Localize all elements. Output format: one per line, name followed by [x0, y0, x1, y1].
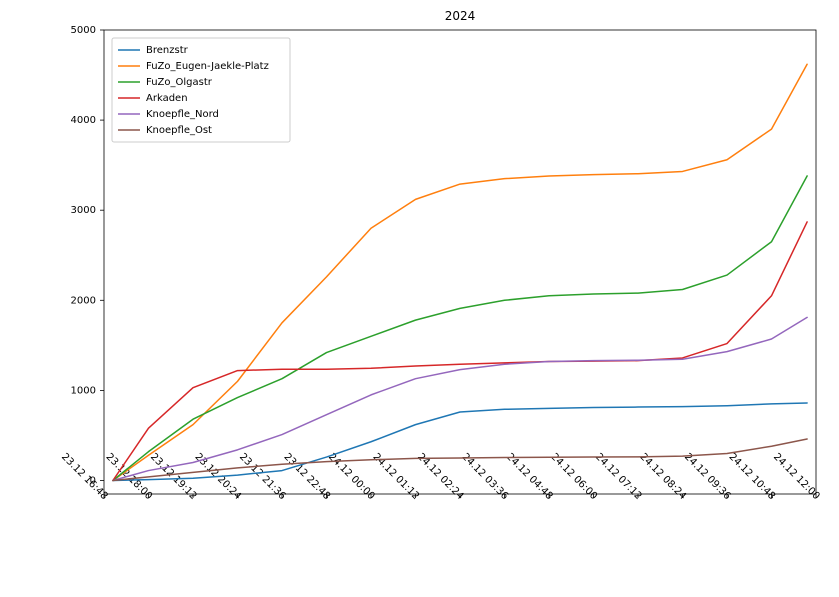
legend: Brenzstr FuZo_Eugen-Jaekle-Platz FuZo_Olga… [112, 38, 290, 142]
legend-label: FuZo_Eugen-Jaekle-Platz [146, 61, 269, 72]
y-tick-label: 1000 [71, 385, 96, 396]
chart-container: 01000200030004000500023.12 16:4823.12 18… [0, 0, 839, 597]
y-tick-label: 3000 [71, 205, 96, 216]
legend-label: FuZo_Olgastr [146, 77, 213, 88]
legend-label: Arkaden [146, 93, 188, 104]
legend-label: Knoepfle_Nord [146, 109, 219, 120]
legend-label: Knoepfle_Ost [146, 125, 212, 136]
y-tick-label: 2000 [71, 295, 96, 306]
chart-title: 2024 [445, 9, 476, 23]
legend-label: Brenzstr [146, 45, 189, 56]
line-chart: 01000200030004000500023.12 16:4823.12 18… [0, 0, 839, 597]
y-tick-label: 4000 [71, 115, 96, 126]
y-tick-label: 5000 [71, 25, 96, 36]
